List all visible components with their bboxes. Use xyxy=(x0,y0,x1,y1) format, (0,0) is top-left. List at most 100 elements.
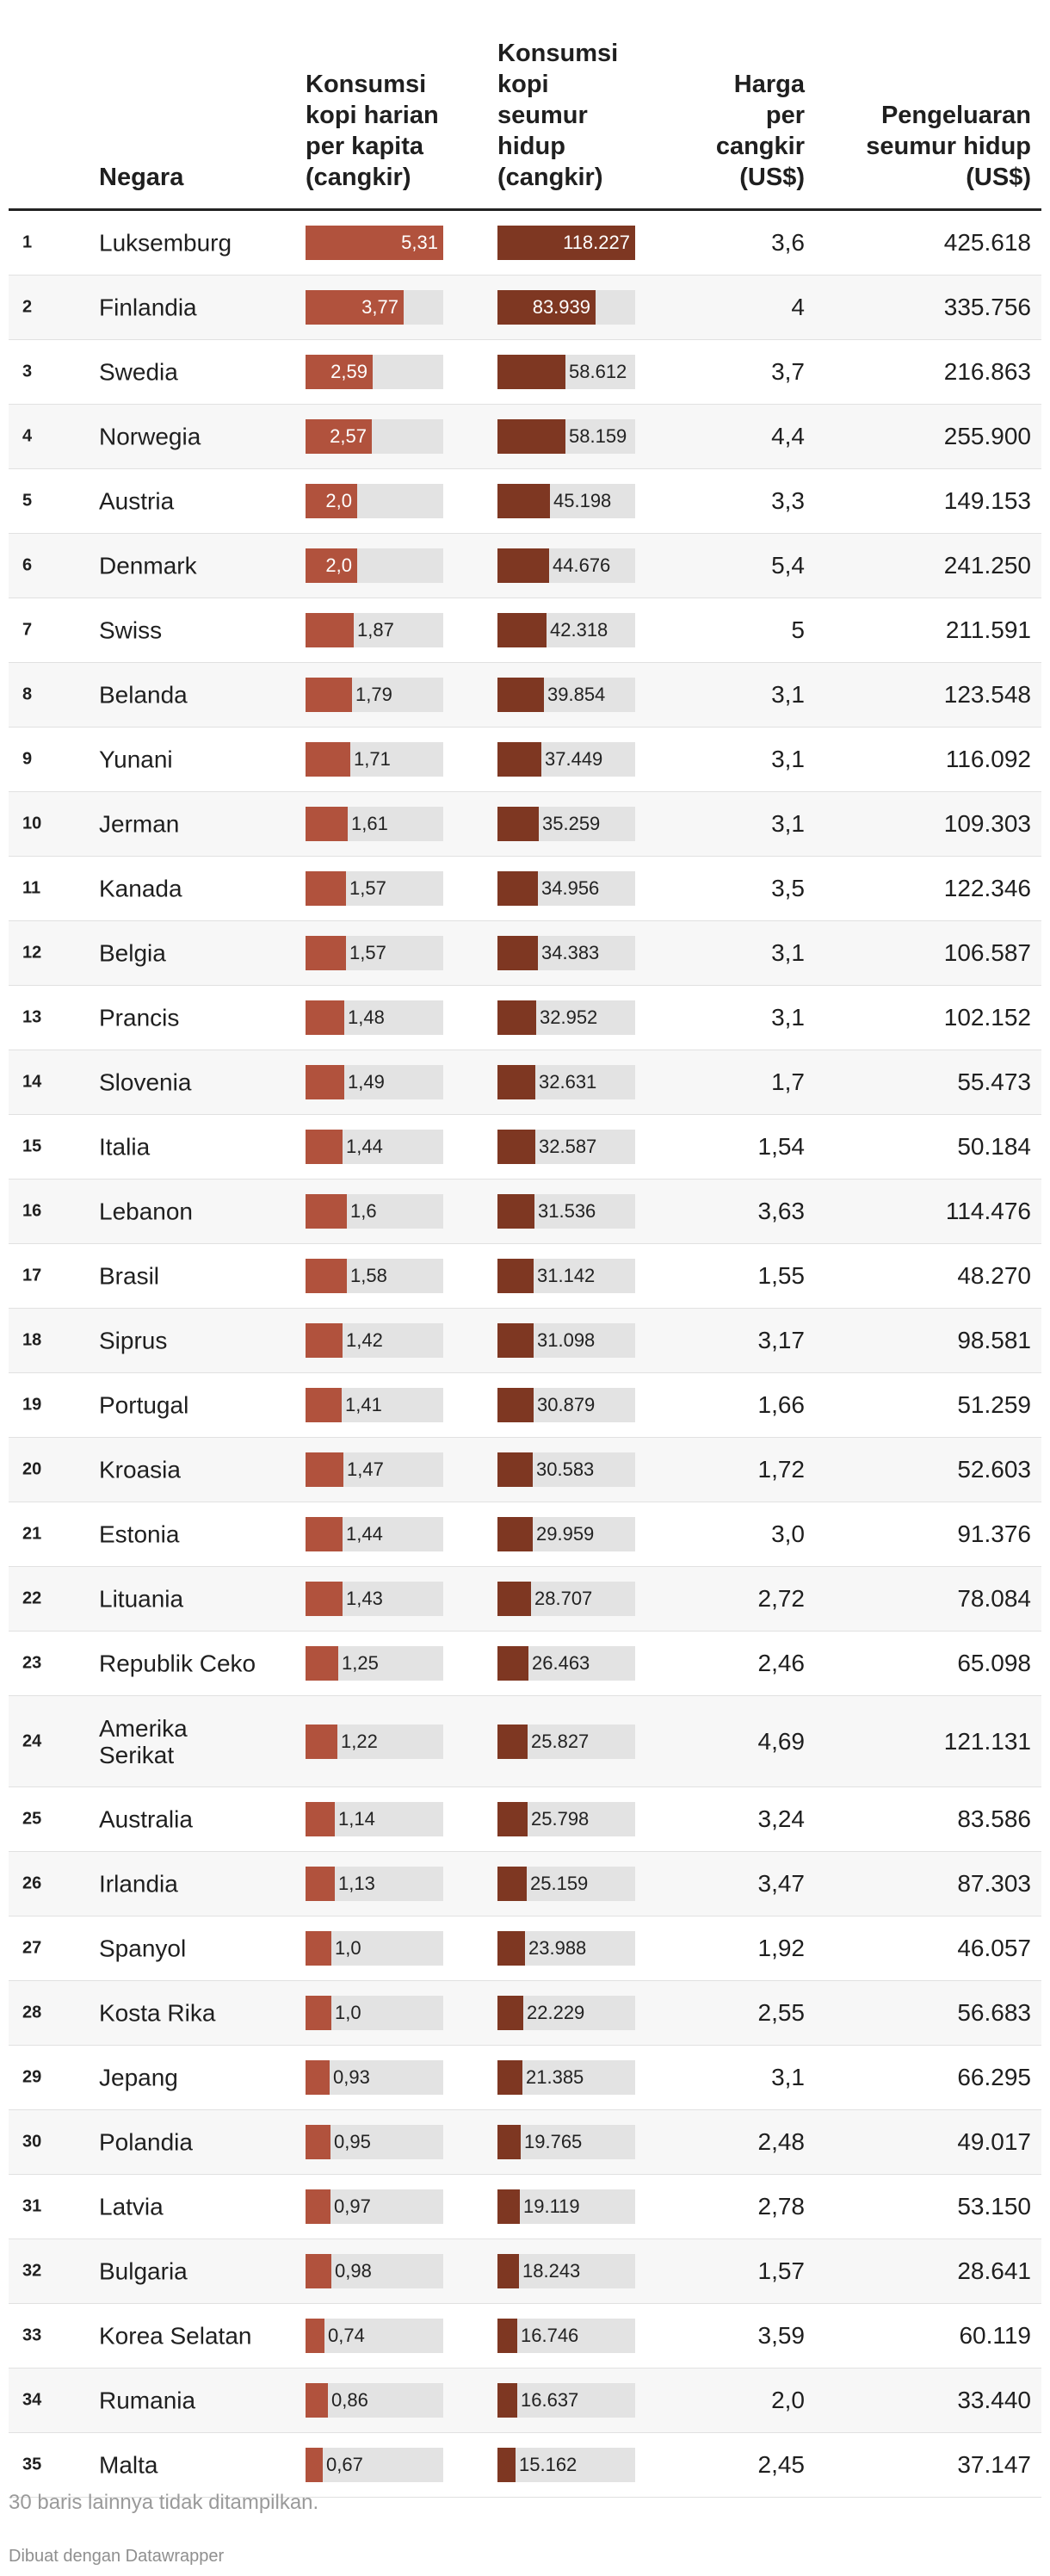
lifetime-bar-track: 31.098 xyxy=(497,1323,635,1358)
lifetime-bar-track: 30.879 xyxy=(497,1388,635,1422)
country-name-line: Siprus xyxy=(99,1327,168,1354)
country-name-line: Italia xyxy=(99,1133,151,1161)
daily-bar-track: 1,43 xyxy=(306,1582,443,1616)
lifetime-spending: 98.581 xyxy=(957,1327,1031,1353)
lifetime-bar xyxy=(497,2060,522,2095)
rank-number: 29 xyxy=(22,2067,42,2087)
header-line: hidup xyxy=(497,133,565,160)
rank-number: 35 xyxy=(22,2455,42,2474)
daily-bar xyxy=(306,2448,323,2482)
lifetime-bar-track: 19.765 xyxy=(497,2125,635,2159)
daily-bar xyxy=(306,1259,347,1293)
country-name: Bulgaria xyxy=(99,2258,271,2285)
daily-bar-track: 1,48 xyxy=(306,1000,443,1035)
country-name: Slovenia xyxy=(99,1069,271,1096)
country-name: Kosta Rika xyxy=(99,2000,271,2027)
lifetime-value-label: 35.259 xyxy=(542,813,601,834)
country-name-line: Swiss xyxy=(99,616,163,644)
lifetime-value-label: 58.159 xyxy=(569,425,627,447)
header-line: per xyxy=(765,102,805,129)
daily-value-label: 1,43 xyxy=(346,1588,383,1609)
lifetime-spending: 46.057 xyxy=(957,1935,1031,1961)
rank-number: 34 xyxy=(22,2390,42,2410)
daily-bar-track: 5,31 xyxy=(306,226,443,260)
daily-value-label: 1,57 xyxy=(349,942,386,963)
lifetime-bar xyxy=(497,419,565,454)
lifetime-bar xyxy=(497,1194,534,1229)
lifetime-spending: 50.184 xyxy=(957,1133,1031,1160)
price-per-cup: 3,0 xyxy=(771,1520,805,1547)
table-row: 21 Estonia 1,44 29.959 3,0 91.376 xyxy=(9,1502,1041,1567)
header-line: Konsumsi xyxy=(497,40,619,67)
country-name-line: Yunani xyxy=(99,746,173,773)
price-per-cup: 3,17 xyxy=(757,1327,806,1353)
table-row: 26 Irlandia 1,13 25.159 3,47 87.303 xyxy=(9,1852,1041,1917)
header-line: per kapita xyxy=(306,133,423,160)
daily-bar-track: 0,67 xyxy=(306,2448,443,2482)
lifetime-bar-track: 22.229 xyxy=(497,1996,635,2030)
price-per-cup: 4 xyxy=(791,294,805,320)
daily-value-label: 1,57 xyxy=(349,877,386,899)
table-row: 17 Brasil 1,58 31.142 1,55 48.270 xyxy=(9,1244,1041,1309)
lifetime-spending: 106.587 xyxy=(943,939,1031,966)
daily-value-label: 1,0 xyxy=(335,2002,361,2023)
country-name-line: Australia xyxy=(99,1805,193,1833)
table-row: 11 Kanada 1,57 34.956 3,5 122.346 xyxy=(9,857,1041,921)
lifetime-spending: 51.259 xyxy=(957,1391,1031,1418)
header-price-per-cup[interactable]: Harga per cangkir (US$) xyxy=(716,69,805,193)
country-name: Austria xyxy=(99,488,271,515)
lifetime-spending: 33.440 xyxy=(957,2387,1031,2413)
header-daily-consumption[interactable]: Konsumsi kopi harian per kapita (cangkir) xyxy=(306,69,478,193)
header-line: Konsumsi xyxy=(306,71,427,98)
rank-number: 1 xyxy=(22,232,33,252)
country-name-line: Polandia xyxy=(99,2128,193,2156)
daily-bar-track: 1,87 xyxy=(306,613,443,647)
header-lifetime-consumption[interactable]: Konsumsi kopi seumur hidup (cangkir) xyxy=(497,38,635,193)
daily-value-label: 2,57 xyxy=(330,425,367,447)
lifetime-value-label: 25.798 xyxy=(531,1808,590,1830)
daily-bar xyxy=(306,548,357,583)
daily-value-label: 5,31 xyxy=(401,232,438,253)
price-per-cup: 3,6 xyxy=(771,229,805,256)
price-per-cup: 3,3 xyxy=(771,487,805,514)
lifetime-bar xyxy=(497,1000,536,1035)
daily-value-label: 0,86 xyxy=(331,2389,368,2411)
lifetime-spending: 216.863 xyxy=(943,358,1031,385)
country-name: Rumania xyxy=(99,2387,271,2414)
header-lifetime-spending[interactable]: Pengeluaran seumur hidup (US$) xyxy=(866,100,1031,193)
price-per-cup: 3,1 xyxy=(771,2064,805,2090)
rank-number: 19 xyxy=(22,1395,42,1415)
lifetime-value-label: 31.536 xyxy=(538,1200,596,1222)
lifetime-value-label: 25.159 xyxy=(530,1873,589,1894)
daily-bar-track: 2,0 xyxy=(306,548,443,583)
daily-bar-track: 1,42 xyxy=(306,1323,443,1358)
price-per-cup: 4,4 xyxy=(771,423,805,449)
price-per-cup: 3,7 xyxy=(771,358,805,385)
lifetime-spending: 83.586 xyxy=(957,1805,1031,1832)
lifetime-bar-track: 15.162 xyxy=(497,2448,635,2482)
daily-bar xyxy=(306,1517,343,1551)
country-name-line: Belanda xyxy=(99,681,188,709)
lifetime-spending: 56.683 xyxy=(957,1999,1031,2026)
lifetime-value-label: 32.631 xyxy=(539,1071,597,1093)
daily-bar-track: 1,61 xyxy=(306,807,443,841)
country-name: Denmark xyxy=(99,553,271,579)
lifetime-bar-track: 58.612 xyxy=(497,355,635,389)
lifetime-value-label: 23.988 xyxy=(528,1937,587,1959)
country-name-line: Jerman xyxy=(99,810,180,838)
daily-value-label: 0,67 xyxy=(326,2454,363,2475)
lifetime-bar xyxy=(497,484,550,518)
table-row: 28 Kosta Rika 1,0 22.229 2,55 56.683 xyxy=(9,1981,1041,2046)
lifetime-bar xyxy=(497,290,596,325)
rank-number: 23 xyxy=(22,1653,42,1673)
lifetime-bar-track: 23.988 xyxy=(497,1931,635,1966)
lifetime-spending: 87.303 xyxy=(957,1870,1031,1897)
country-name: Prancis xyxy=(99,1005,271,1031)
header-country[interactable]: Negara xyxy=(99,164,184,191)
daily-bar-track: 1,14 xyxy=(306,1802,443,1836)
table-row: 18 Siprus 1,42 31.098 3,17 98.581 xyxy=(9,1309,1041,1373)
lifetime-bar-track: 37.449 xyxy=(497,742,635,777)
country-name-line: Brasil xyxy=(99,1262,160,1290)
daily-bar xyxy=(306,355,373,389)
datawrapper-credit[interactable]: Dibuat dengan Datawrapper xyxy=(9,2547,225,2566)
